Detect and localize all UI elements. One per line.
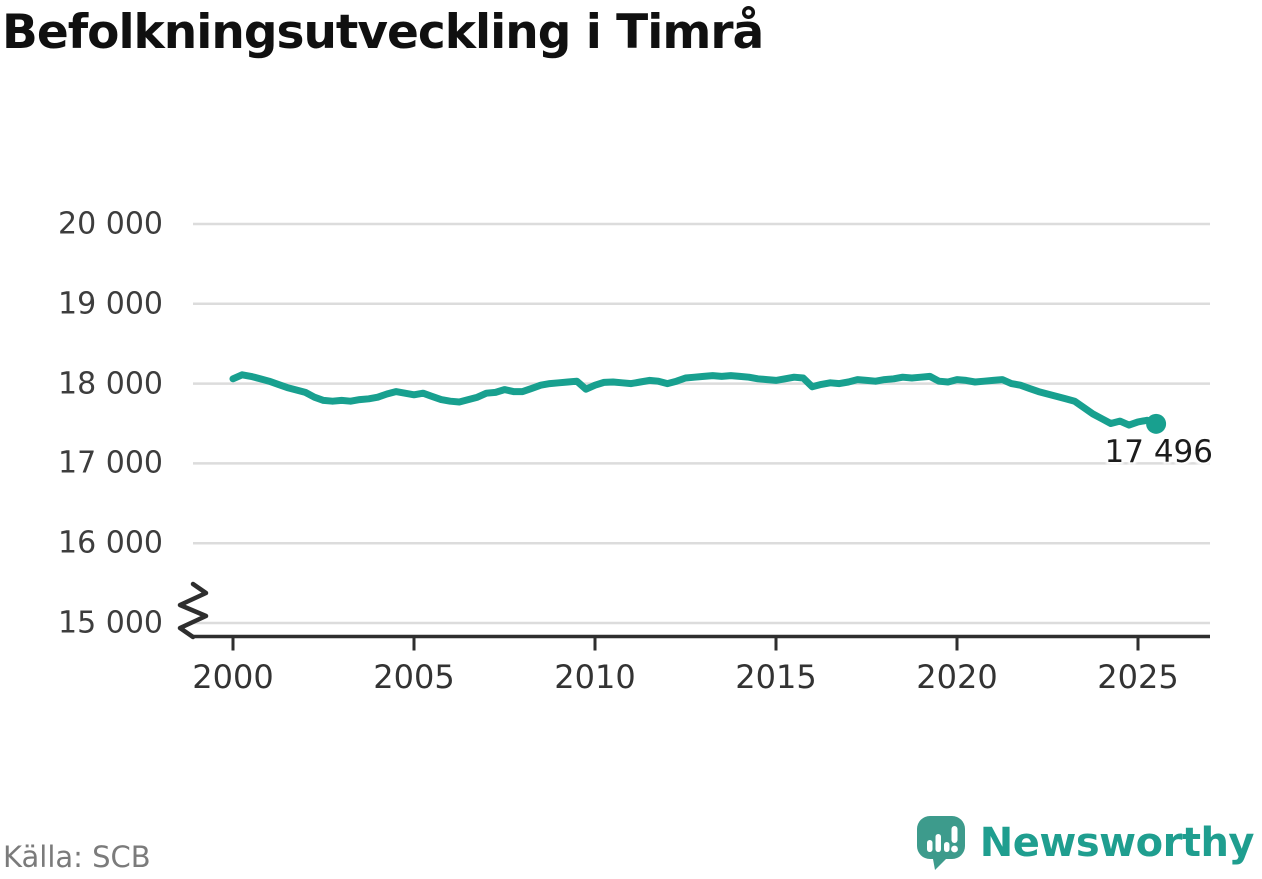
newsworthy-logo-icon [916, 816, 965, 870]
x-tick-label: 2020 [916, 658, 998, 696]
y-tick-label: 16 000 [58, 525, 163, 561]
y-tick-label: 15 000 [58, 605, 163, 641]
x-tick-label: 2010 [554, 658, 636, 696]
population-line-series [229, 371, 1160, 429]
x-tick-label: 2000 [192, 658, 274, 696]
y-tick-label: 20 000 [58, 206, 163, 242]
y-tick-label: 17 000 [58, 445, 163, 481]
last-point-marker [1146, 413, 1167, 434]
y-tick-label: 19 000 [58, 286, 163, 322]
x-tick-label: 2015 [735, 658, 817, 696]
end-value-label: 17 496 [1104, 434, 1213, 470]
x-tick-label: 2025 [1097, 658, 1179, 696]
brand-footer: Newsworthy [916, 815, 1255, 871]
gridlines [193, 222, 1210, 625]
brand-name: Newsworthy [979, 820, 1255, 866]
x-tick-label: 2005 [373, 658, 455, 696]
y-tick-label: 18 000 [58, 366, 163, 402]
chart-title: Befolkningsutveckling i Timrå [2, 5, 764, 60]
axis-break-icon [177, 581, 209, 640]
source-note: Källa: SCB [3, 840, 151, 874]
x-axis [193, 634, 1210, 651]
